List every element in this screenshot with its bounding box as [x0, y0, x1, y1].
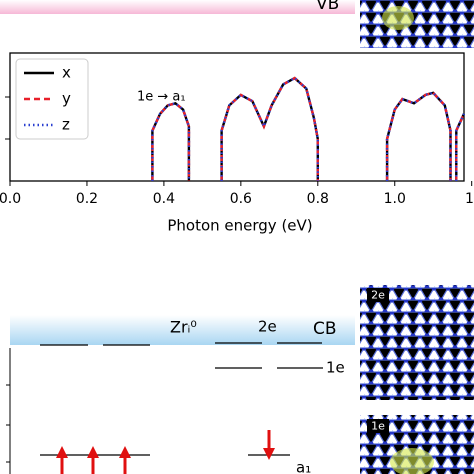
chart: 0.0 0.2 0.4 0.6 0.8 1.0 1. xyz [0, 58, 474, 207]
thumb-label: 2e [371, 289, 385, 302]
cb-label: CB [313, 319, 337, 339]
x-tick-label: 0.0 [0, 191, 21, 207]
plot-frame [9, 52, 465, 182]
density-blob [382, 6, 414, 30]
x-axis-label: Photon energy (eV) [167, 217, 312, 235]
legend-label: z [62, 116, 70, 134]
x-tick-label: 0.4 [153, 191, 175, 207]
legend-label: y [62, 90, 71, 108]
thumb-badge [367, 288, 389, 302]
thumbnail [360, 0, 474, 48]
x-tick-label: 1. [465, 191, 474, 207]
density-blob [390, 448, 434, 474]
vb-label: VB [316, 0, 339, 14]
thumb-label: 1e [371, 420, 385, 433]
cb-band [10, 315, 355, 345]
annotation: 1e → a₁ [137, 90, 186, 105]
zr-label: Zrᵢ⁰ [170, 318, 197, 337]
thumbnail [360, 285, 474, 400]
series-line [151, 76, 466, 181]
level-a1: a₁ [296, 459, 311, 474]
x-tick-label: 0.8 [307, 191, 329, 207]
level-2e: 2e [258, 318, 277, 336]
level-1e: 1e [326, 359, 345, 377]
x-tick-label: 0.2 [76, 191, 98, 207]
levels [40, 342, 323, 456]
thumb-badge [367, 419, 389, 433]
legend-box [15, 58, 89, 140]
spin-arrows [56, 430, 275, 474]
x-tick-label: 0.6 [230, 191, 252, 207]
x-tick-label: 1.0 [384, 191, 406, 207]
axis-ticks [6, 384, 10, 463]
vb-band [0, 0, 355, 14]
legend-label: x [62, 64, 71, 82]
